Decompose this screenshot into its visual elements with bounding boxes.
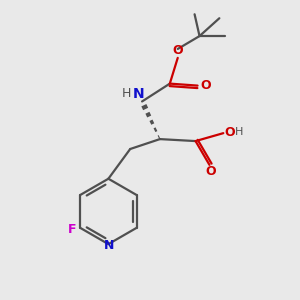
Text: H: H	[235, 127, 243, 137]
Text: O: O	[200, 79, 211, 92]
Text: O: O	[205, 165, 216, 178]
Text: O: O	[224, 126, 235, 139]
Text: N: N	[132, 86, 144, 100]
Text: O: O	[172, 44, 183, 57]
Text: F: F	[68, 223, 76, 236]
Text: N: N	[104, 238, 115, 252]
Text: H: H	[122, 87, 131, 100]
